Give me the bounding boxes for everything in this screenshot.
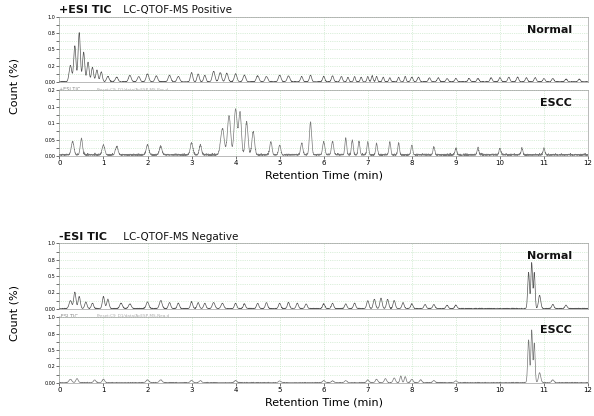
Text: Preset:C9_D1/data/AcESP-MS-Pos.d: Preset:C9_D1/data/AcESP-MS-Pos.d <box>96 87 169 92</box>
Text: ESCC: ESCC <box>541 98 572 108</box>
Text: -ESI TIC: -ESI TIC <box>59 232 108 242</box>
Text: LC-QTOF-MS Negative: LC-QTOF-MS Negative <box>120 232 239 242</box>
Text: -ESI TIC: -ESI TIC <box>59 314 78 319</box>
X-axis label: Retention Time (min): Retention Time (min) <box>265 170 383 180</box>
Text: Count (%): Count (%) <box>10 58 20 114</box>
Text: +ESI TIC: +ESI TIC <box>59 87 81 92</box>
Text: Count (%): Count (%) <box>10 285 20 341</box>
Text: +ESI TIC: +ESI TIC <box>59 5 112 15</box>
Text: LC-QTOF-MS Positive: LC-QTOF-MS Positive <box>120 5 232 15</box>
Text: Preset:C9_D1/data/AcESP-MS-Neg.d: Preset:C9_D1/data/AcESP-MS-Neg.d <box>96 314 169 318</box>
X-axis label: Retention Time (min): Retention Time (min) <box>265 397 383 407</box>
Text: Normal: Normal <box>527 251 572 261</box>
Text: ESCC: ESCC <box>541 325 572 335</box>
Text: Normal: Normal <box>527 25 572 35</box>
